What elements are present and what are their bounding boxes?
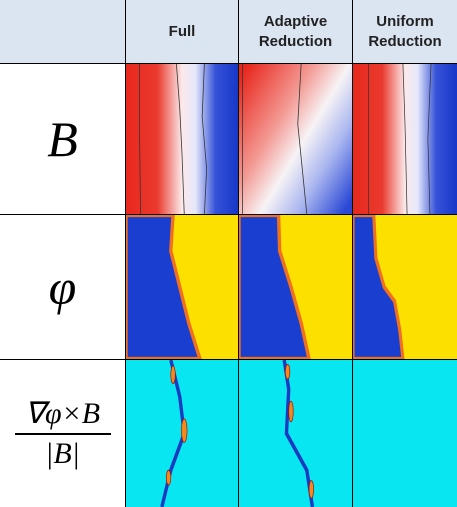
row-label: φ — [0, 215, 125, 359]
field-image — [239, 360, 352, 507]
field-image — [239, 64, 352, 214]
column-header: Adaptive Reduction — [239, 0, 352, 63]
figure-table: Full Adaptive Reduction Uniform Reductio… — [0, 0, 457, 507]
column-header: Full — [126, 0, 238, 63]
field-image — [126, 64, 238, 214]
field-image — [126, 360, 238, 507]
fraction-bar — [15, 433, 111, 435]
field-image — [239, 215, 352, 359]
fraction: ∇φ×B |B| — [15, 396, 111, 471]
column-header: Uniform Reduction — [353, 0, 457, 63]
field-image — [353, 360, 457, 507]
numerator: ∇φ×B — [25, 396, 100, 431]
row-label: B — [0, 64, 125, 214]
field-image — [353, 215, 457, 359]
denominator: |B| — [45, 437, 80, 471]
field-image — [353, 64, 457, 214]
field-image — [126, 215, 238, 359]
corner-cell — [0, 0, 125, 63]
row-label: ∇φ×B |B| — [0, 360, 125, 507]
